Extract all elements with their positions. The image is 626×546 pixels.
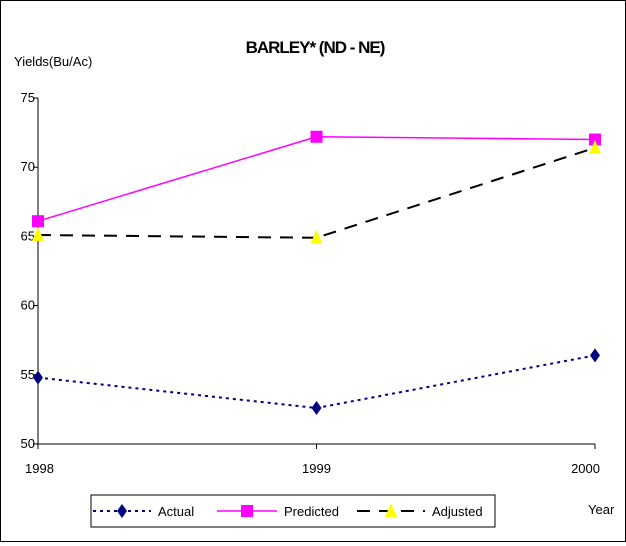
series-line-adjusted [37, 146, 596, 239]
y-tick-label: 75 [21, 90, 35, 105]
legend: Actual Predicted Adjusted [90, 494, 496, 528]
legend-item-adjusted: Adjusted [357, 503, 483, 519]
legend-item-actual: Actual [93, 504, 194, 519]
data-point-adjusted [589, 139, 601, 154]
y-tick-label: 60 [21, 298, 35, 313]
data-point-adjusted [32, 227, 44, 242]
x-tick-label: 2000 [571, 461, 600, 476]
legend-label-adjusted: Adjusted [432, 504, 483, 519]
data-point-actual [590, 348, 600, 363]
legend-box [90, 494, 496, 528]
legend-label-actual: Actual [158, 504, 194, 519]
x-tick-label: 1998 [25, 461, 54, 476]
data-point-actual [33, 370, 43, 385]
series-adjusted [32, 139, 601, 244]
legend-item-predicted: Predicted [217, 504, 339, 519]
x-axis-label: Year [588, 502, 615, 517]
y-tick-label: 50 [21, 436, 35, 451]
y-tick-label: 65 [21, 228, 35, 243]
data-point-predicted [589, 133, 601, 146]
series-actual [33, 348, 600, 416]
chart-title: BARLEY* (ND - NE) [246, 38, 385, 57]
legend-marker-adjusted [385, 503, 397, 517]
legend-marker-actual [117, 504, 127, 518]
series-line-predicted [37, 136, 596, 222]
y-axis-label: Yields(Bu/Ac) [14, 54, 92, 69]
data-point-predicted [310, 130, 323, 143]
y-tick-label: 55 [21, 367, 35, 382]
legend-marker-predicted [241, 505, 253, 517]
y-tick-label: 70 [21, 159, 35, 174]
legend-label-predicted: Predicted [284, 504, 339, 519]
series-line-actual [37, 354, 596, 410]
series-predicted [32, 130, 601, 228]
data-point-predicted [32, 215, 44, 228]
data-point-adjusted [310, 229, 323, 244]
x-tick-label: 1999 [302, 461, 331, 476]
data-point-actual [311, 401, 322, 416]
